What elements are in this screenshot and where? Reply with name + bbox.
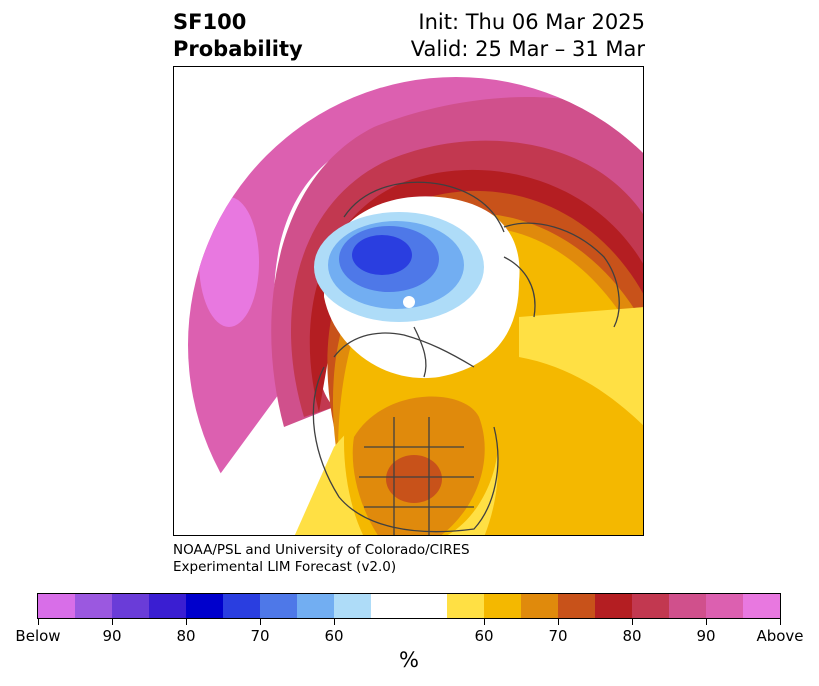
- valid-range: Valid: 25 Mar – 31 Mar: [410, 37, 645, 61]
- colorbar-segment: [112, 594, 149, 618]
- colorbar-segment: [334, 594, 371, 618]
- below-70-region: [352, 235, 412, 275]
- colorbar-tick-label: Below: [15, 627, 61, 645]
- product-name: SF100: [173, 10, 247, 34]
- colorbar-segment: [223, 594, 260, 618]
- colorbar-unit: %: [399, 648, 419, 672]
- colorbar-tick: [260, 619, 261, 625]
- colorbar-segment: [595, 594, 632, 618]
- colorbar-tick-label: 80: [622, 627, 642, 645]
- colorbar-segment: [149, 594, 186, 618]
- colorbar-tick: [632, 619, 633, 625]
- colorbar-tick-label: 70: [250, 627, 270, 645]
- init-date: Init: Thu 06 Mar 2025: [418, 10, 645, 34]
- credit-text: NOAA/PSL and University of Colorado/CIRE…: [173, 542, 470, 576]
- colorbar-segment: [75, 594, 112, 618]
- colorbar-tick-label: 90: [696, 627, 716, 645]
- colorbar-tick-label: 60: [324, 627, 344, 645]
- colorbar-tick-label: Above: [756, 627, 804, 645]
- colorbar-segment: [706, 594, 743, 618]
- colorbar-tick-label: 60: [474, 627, 494, 645]
- colorbar-segment: [558, 594, 595, 618]
- colorbar-segment: [447, 594, 484, 618]
- coastlines: [312, 181, 620, 535]
- probability-map: [173, 66, 644, 536]
- colorbar-tick: [706, 619, 707, 625]
- colorbar-segment: [484, 594, 521, 618]
- colorbar-segment: [297, 594, 334, 618]
- colorbar-segment: [743, 594, 780, 618]
- colorbar: [37, 593, 781, 619]
- colorbar-segment: [260, 594, 297, 618]
- above-55-region-east: [519, 307, 643, 427]
- colorbar-segment: [38, 594, 75, 618]
- product-subtitle: Probability: [173, 37, 303, 61]
- forecast-dates: Init: Thu 06 Mar 2025 Valid: 25 Mar – 31…: [411, 9, 645, 63]
- colorbar-segment: [186, 594, 223, 618]
- map-title: SF100 Probability: [173, 9, 303, 63]
- colorbar-tick: [780, 619, 781, 625]
- colorbar-segment: [669, 594, 706, 618]
- above-max-region: [199, 197, 259, 327]
- colorbar-tick: [484, 619, 485, 625]
- colorbar-segment: [371, 594, 447, 618]
- colorbar-tick: [558, 619, 559, 625]
- colorbar-segment: [632, 594, 669, 618]
- credit-line-2: Experimental LIM Forecast (v2.0): [173, 559, 397, 575]
- map-canvas: [188, 77, 643, 535]
- colorbar-tick-label: 80: [176, 627, 196, 645]
- colorbar-tick: [38, 619, 39, 625]
- colorbar-tick-label: 70: [548, 627, 568, 645]
- colorbar-tick: [186, 619, 187, 625]
- credit-line-1: NOAA/PSL and University of Colorado/CIRE…: [173, 542, 470, 558]
- na-above-70-region: [386, 455, 442, 503]
- colorbar-tick: [112, 619, 113, 625]
- colorbar-tick: [334, 619, 335, 625]
- colorbar-tick-label: 90: [102, 627, 122, 645]
- colorbar-segment: [521, 594, 558, 618]
- above-90-region: [188, 77, 643, 535]
